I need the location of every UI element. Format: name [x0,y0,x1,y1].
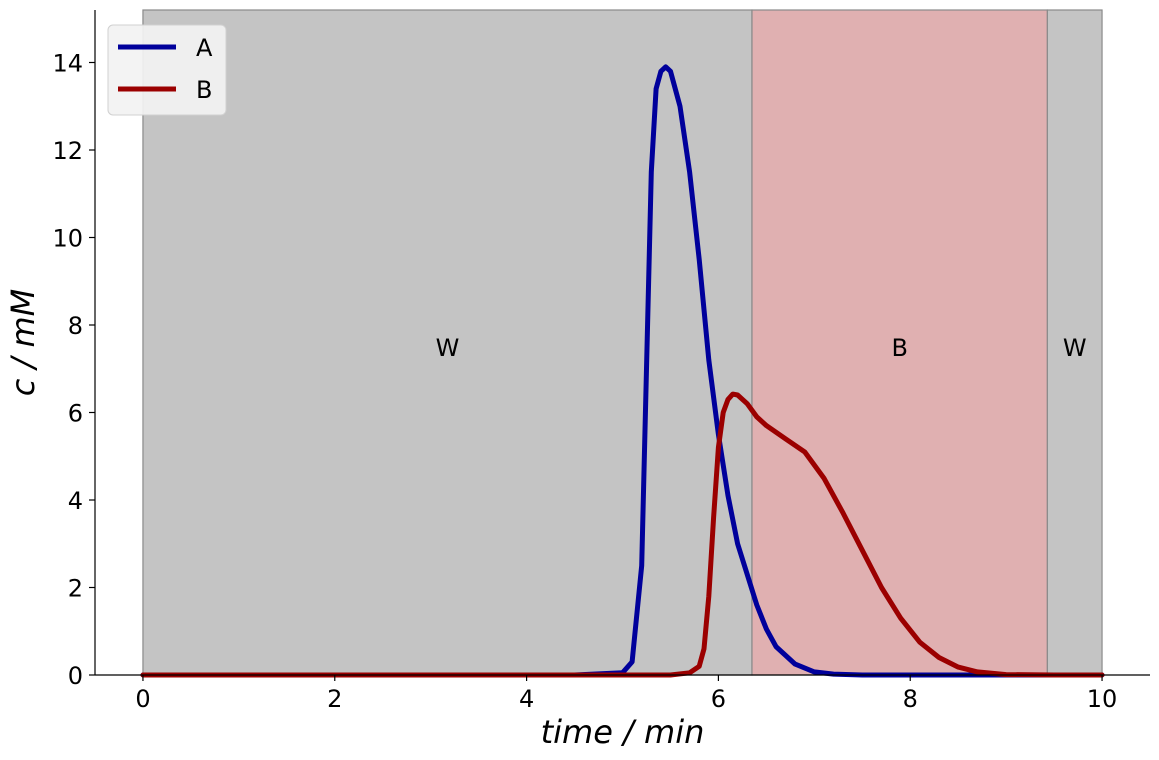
legend: AB [107,24,227,116]
y-tick-label: 4 [68,487,83,515]
y-tick-label: 12 [52,137,83,165]
x-tick-label: 8 [903,685,918,713]
x-tick-label: 10 [1087,685,1118,713]
legend-label-B: B [196,76,212,104]
y-tick-label: 10 [52,225,83,253]
y-tick-label: 14 [52,50,83,78]
region-label-1: W [436,334,460,362]
region-band-2 [751,9,1048,676]
series-line-A [140,64,1105,678]
lines-layer [140,64,1105,678]
x-tick-label: 4 [519,685,534,713]
legend-label-A: A [196,34,213,62]
x-tick-label: 6 [711,685,726,713]
series-line-B [140,391,1105,678]
y-tick-label: 8 [68,312,83,340]
region-band-1 [142,9,753,676]
region-label-2: B [891,334,907,362]
x-tick-label: 2 [327,685,342,713]
regions-layer: W B W [142,9,1103,676]
region-label-3: W [1063,334,1087,362]
axes-layer: 0 2 4 6 8 10 0 2 4 6 8 10 12 14 [52,10,1150,713]
x-axis-title: time / min [541,713,705,751]
y-axis-title: c / mM [4,289,42,397]
y-tick-label: 0 [68,662,83,690]
y-tick-label: 6 [68,400,83,428]
region-band-3 [1046,9,1103,676]
y-tick-label: 2 [68,575,83,603]
x-tick-label: 0 [135,685,150,713]
